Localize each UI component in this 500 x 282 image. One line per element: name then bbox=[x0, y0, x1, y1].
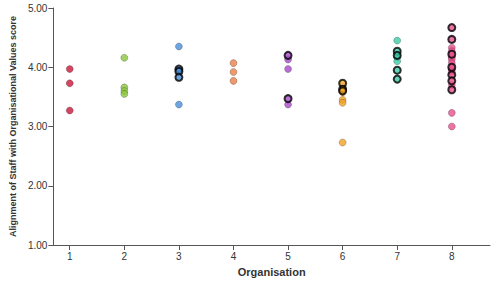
svg-text:5: 5 bbox=[285, 251, 291, 262]
svg-text:Alignment of Staff with Organi: Alignment of Staff with Organisational V… bbox=[8, 16, 18, 237]
svg-text:7: 7 bbox=[394, 251, 400, 262]
svg-text:2: 2 bbox=[122, 251, 128, 262]
svg-text:1.00: 1.00 bbox=[28, 240, 48, 251]
svg-text:3: 3 bbox=[176, 251, 182, 262]
svg-text:5.00: 5.00 bbox=[28, 3, 48, 14]
svg-text:3.00: 3.00 bbox=[28, 121, 48, 132]
svg-text:4: 4 bbox=[231, 251, 237, 262]
svg-text:6: 6 bbox=[340, 251, 346, 262]
svg-text:4.00: 4.00 bbox=[28, 62, 48, 73]
svg-text:2.00: 2.00 bbox=[28, 180, 48, 191]
svg-text:8: 8 bbox=[449, 251, 455, 262]
svg-text:Organisation: Organisation bbox=[238, 266, 306, 278]
svg-text:1: 1 bbox=[67, 251, 73, 262]
